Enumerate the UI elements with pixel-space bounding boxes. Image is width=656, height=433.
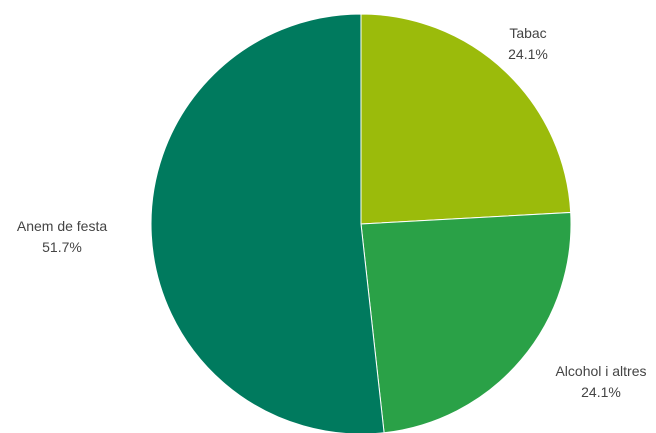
- slice-label-name: Tabac: [509, 25, 546, 41]
- pie-slice-alcohol-i-altres: [360, 211, 572, 433]
- pie-slice-tabac: [360, 13, 572, 225]
- slice-label-name: Alcohol i altres: [555, 363, 646, 379]
- pie-slices: [150, 13, 572, 433]
- slice-label-value: 24.1%: [508, 46, 548, 62]
- slice-label-name: Anem de festa: [17, 218, 107, 234]
- pie-labels: Tabac 24.1% Alcohol i altres 24.1% Anem de f…: [17, 25, 647, 400]
- pie-slice-anem-de-festa: [150, 13, 385, 433]
- slice-label-value: 24.1%: [581, 384, 621, 400]
- slice-label-value: 51.7%: [42, 239, 82, 255]
